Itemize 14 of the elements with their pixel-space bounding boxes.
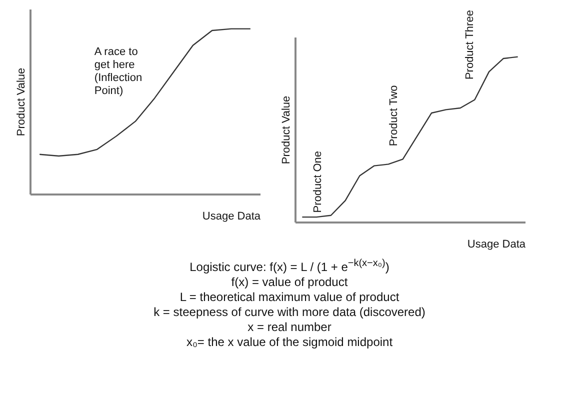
annotation: Product One: [312, 150, 324, 213]
text: k = steepness of curve with more data (discovered): [152, 305, 426, 320]
annotation: Product Two: [388, 85, 400, 146]
annotation: A race to get here (Inflection Point): [94, 46, 142, 97]
y-axis-title: Product Value: [280, 96, 292, 164]
y-axis-title: Product Value: [16, 68, 28, 136]
text: Logistic curve: f(x) = L / (1 + e$^{−k(x−x₀)}$): [188, 257, 390, 275]
text: L = theoretical maximum value of product: [178, 290, 400, 305]
annotation: Product Three: [464, 10, 476, 80]
text: x₀= the x value of the sigmoid midpoint: [185, 335, 394, 350]
text: f(x) = value of product: [230, 275, 349, 290]
text: x = real number: [246, 320, 332, 335]
x-axis-title: Usage Data: [467, 238, 526, 250]
x-axis-title: Usage Data: [202, 210, 262, 222]
